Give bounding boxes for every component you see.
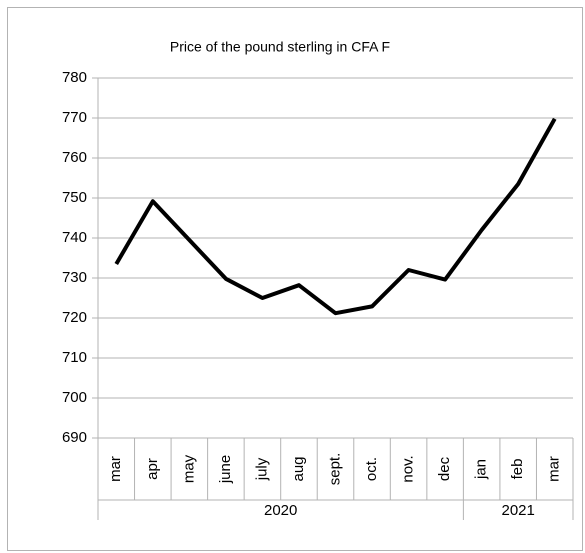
year-label: 2020 [264, 502, 297, 519]
y-tick-label: 720 [62, 309, 87, 326]
frame [7, 7, 583, 551]
x-tick-label: mar [107, 456, 124, 482]
chart-title: Price of the pound sterling in CFA F [170, 39, 390, 55]
x-tick-label: dec [436, 456, 453, 481]
x-tick-label: oct. [363, 457, 380, 481]
x-tick-label: july [253, 457, 270, 481]
x-tick-label: feb [509, 459, 526, 480]
x-tick-label: aug [290, 456, 307, 481]
y-tick-label: 690 [62, 429, 87, 446]
x-tick-label: nov. [400, 455, 417, 482]
y-tick-label: 710 [62, 349, 87, 366]
x-tick-label: mar [546, 456, 563, 482]
x-tick-label: june [217, 455, 234, 484]
year-label: 2021 [502, 502, 535, 519]
x-tick-label: apr [144, 458, 161, 480]
y-tick-label: 730 [62, 269, 87, 286]
y-tick-label: 770 [62, 109, 87, 126]
x-tick-label: jan [473, 459, 490, 480]
y-tick-label: 750 [62, 189, 87, 206]
y-tick-label: 740 [62, 229, 87, 246]
x-tick-label: may [180, 454, 197, 483]
y-tick-label: 760 [62, 149, 87, 166]
y-tick-label: 700 [62, 389, 87, 406]
y-tick-label: 780 [62, 69, 87, 86]
data-line [114, 117, 557, 316]
x-tick-label: sept. [326, 453, 343, 486]
